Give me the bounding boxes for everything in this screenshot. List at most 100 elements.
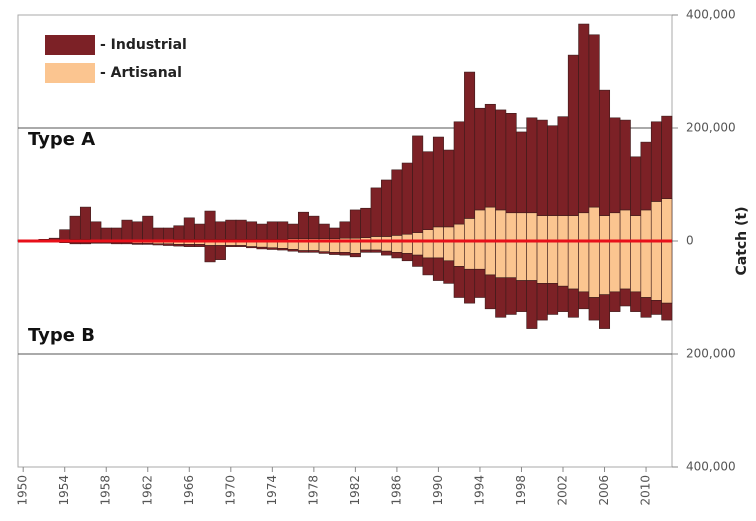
- bar: [619, 240, 631, 290]
- bar: [464, 268, 476, 304]
- bar: [381, 240, 393, 252]
- bar: [111, 227, 123, 241]
- bar: [515, 212, 527, 242]
- bar: [183, 217, 195, 240]
- bar: [536, 119, 548, 216]
- bar: [412, 240, 424, 256]
- bar: [547, 215, 559, 242]
- y-tick-label: 200,000: [686, 121, 736, 135]
- bar: [443, 226, 455, 242]
- bar: [412, 254, 424, 267]
- bar: [484, 274, 496, 310]
- bar: [619, 119, 631, 211]
- bar: [453, 121, 465, 225]
- bar: [235, 219, 247, 240]
- bar: [484, 206, 496, 242]
- bar: [557, 240, 569, 287]
- y-tick-label: 400,000: [686, 460, 736, 474]
- bar: [515, 131, 527, 214]
- bar: [266, 221, 278, 240]
- legend-label: - Industrial: [100, 37, 187, 53]
- bar: [432, 136, 444, 228]
- bar: [515, 280, 527, 312]
- x-tick-label: 1958: [99, 475, 113, 506]
- bar: [515, 240, 527, 281]
- bar: [360, 249, 372, 253]
- bar: [329, 252, 341, 255]
- bar: [474, 268, 486, 298]
- bar: [505, 240, 517, 279]
- bar: [578, 240, 590, 293]
- bar: [183, 244, 195, 247]
- bar: [557, 116, 569, 216]
- bar: [474, 107, 486, 211]
- x-tick-label: 1970: [223, 475, 237, 506]
- bar: [256, 223, 268, 240]
- bar: [661, 302, 673, 321]
- bar: [650, 300, 662, 315]
- x-tick-label: 1982: [348, 475, 362, 506]
- bar: [79, 206, 91, 240]
- bar: [256, 246, 268, 250]
- bar: [661, 240, 673, 304]
- bar: [121, 242, 133, 245]
- bar: [173, 225, 185, 240]
- bar: [443, 149, 455, 228]
- bar: [536, 283, 548, 321]
- bar: [578, 291, 590, 310]
- bar: [536, 240, 548, 284]
- bar: [484, 240, 496, 276]
- bar: [349, 253, 361, 258]
- bar: [318, 240, 330, 253]
- bar: [360, 207, 372, 238]
- bar: [526, 212, 538, 242]
- bar: [142, 215, 154, 241]
- bar: [422, 229, 434, 242]
- bar: [173, 244, 185, 247]
- bar: [131, 242, 143, 245]
- bar: [297, 211, 309, 240]
- bar: [432, 226, 444, 242]
- bar: [547, 125, 559, 216]
- bar: [204, 245, 216, 263]
- bar: [391, 169, 403, 236]
- x-tick-label: 2006: [597, 475, 611, 506]
- y-axis-label: Catch (t): [734, 206, 750, 275]
- bar: [401, 162, 413, 235]
- bar: [308, 250, 320, 253]
- bar: [526, 280, 538, 329]
- bar: [349, 209, 361, 239]
- bar: [609, 117, 621, 214]
- bar: [599, 240, 611, 295]
- bar: [588, 297, 600, 321]
- legend-label: - Artisanal: [100, 65, 182, 81]
- bar: [495, 209, 507, 242]
- bar: [567, 288, 579, 318]
- bar: [432, 257, 444, 281]
- y-tick-label: 200,000: [686, 347, 736, 361]
- x-tick-label: 1966: [182, 475, 196, 506]
- x-tick-label: 1994: [472, 475, 486, 506]
- bar: [152, 227, 164, 241]
- legend-swatch: [45, 63, 95, 83]
- bar: [381, 179, 393, 237]
- bar: [152, 243, 164, 246]
- bar: [100, 227, 112, 241]
- bar: [121, 219, 133, 241]
- bar: [422, 257, 434, 276]
- y-tick-label: 0: [686, 234, 694, 248]
- bar: [640, 209, 652, 242]
- bar: [235, 245, 247, 247]
- x-tick-label: 1986: [389, 475, 403, 506]
- legend-swatch: [45, 35, 95, 55]
- bar: [214, 221, 226, 240]
- x-tick-label: 1974: [265, 475, 279, 506]
- bar: [661, 115, 673, 199]
- bar: [599, 89, 611, 216]
- bar: [90, 221, 102, 241]
- bar: [79, 242, 91, 245]
- bar: [609, 291, 621, 312]
- bar: [588, 206, 600, 242]
- bar: [422, 240, 434, 259]
- bar: [59, 229, 71, 241]
